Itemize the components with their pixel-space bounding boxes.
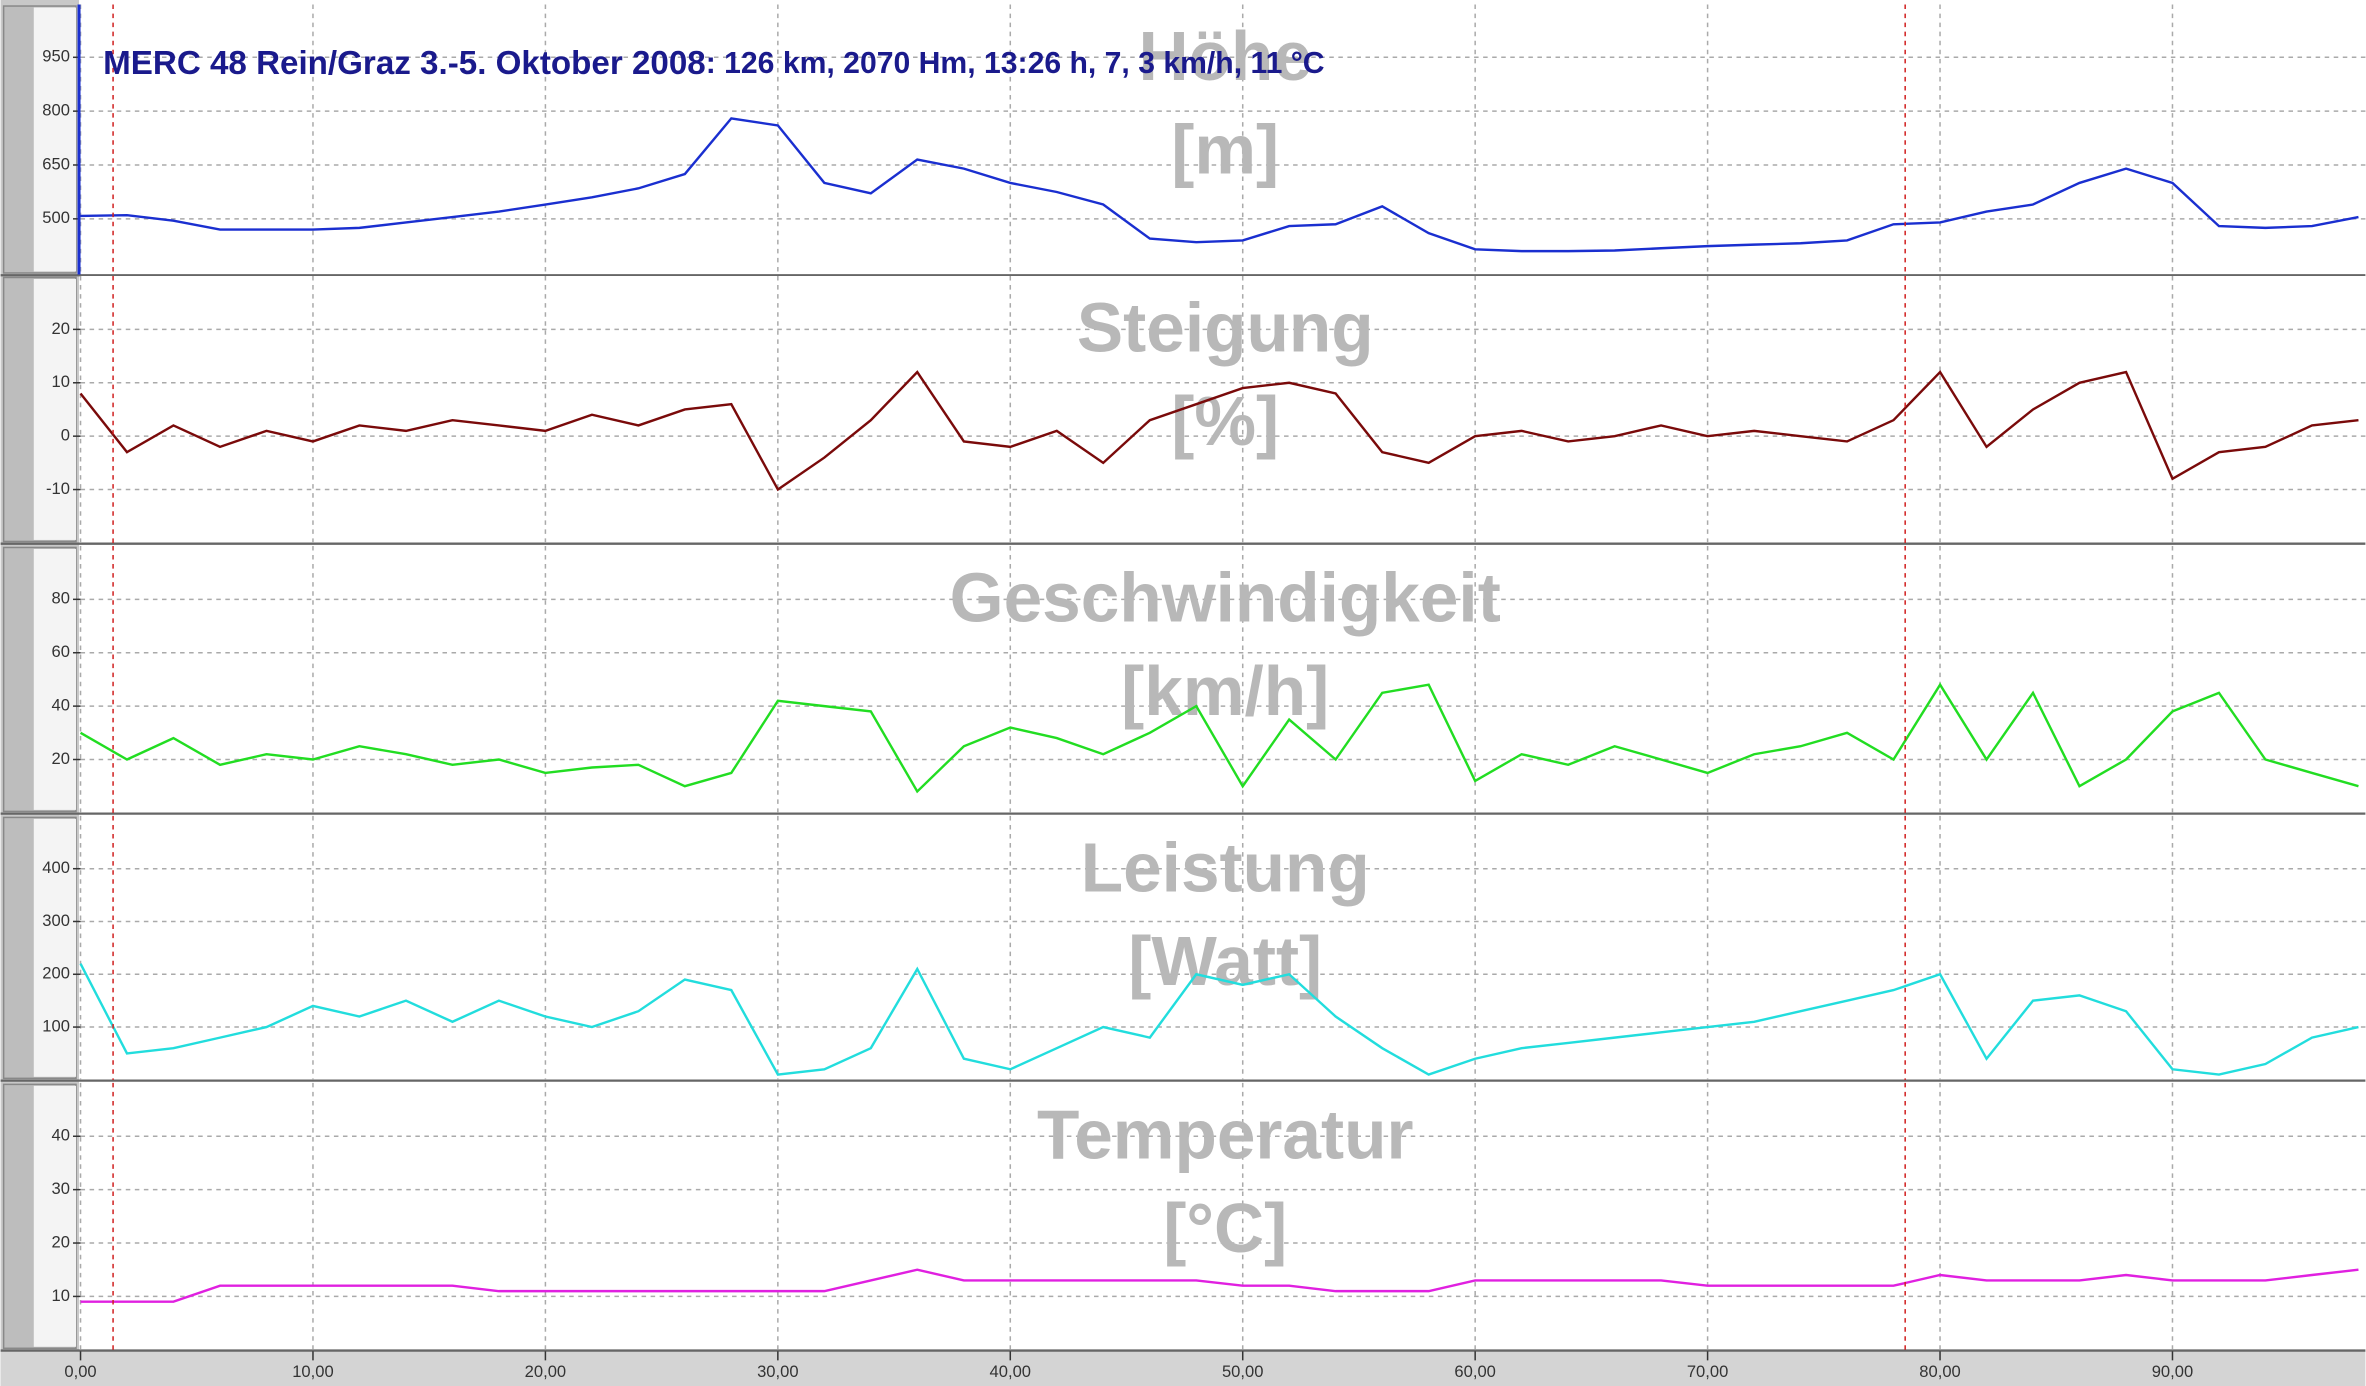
tick-box	[33, 548, 77, 810]
panel-title: Leistung	[1081, 829, 1370, 907]
tick-box	[33, 818, 77, 1077]
data-line	[80, 117, 2359, 253]
y-tick-label: -10	[46, 479, 70, 498]
x-tick-label: 20,00	[525, 1362, 567, 1381]
data-line	[79, 682, 2359, 794]
panel	[80, 1082, 2366, 1350]
y-tick-label: 20	[52, 749, 70, 768]
y-tick-label: 500	[42, 208, 70, 227]
title: MERC 48 Rein/Graz 3.-5. Oktober 2008	[103, 45, 706, 82]
stats: : 126 km, 2070 Hm, 13:26 h, 7, 3 km/h, 1…	[706, 47, 1325, 80]
y-tick-label: 60	[52, 642, 70, 661]
x-tick-label: 70,00	[1687, 1362, 1729, 1381]
y-tick-label: 30	[52, 1179, 70, 1198]
y-tick-label: 10	[52, 1286, 70, 1305]
panel-unit: [km/h]	[1121, 652, 1329, 730]
panel-title: Temperatur	[1037, 1095, 1413, 1173]
panel	[80, 4, 2366, 275]
y-tick-label: 80	[52, 589, 70, 608]
panel	[80, 545, 2366, 813]
panel	[80, 815, 2366, 1080]
chart-title: MERC 48 Rein/Graz 3.-5. Oktober 2008: 12…	[103, 45, 1324, 82]
y-tick-label: 10	[52, 372, 70, 391]
y-tick-label: 200	[42, 964, 70, 983]
tick-box	[33, 1085, 77, 1347]
data-line	[80, 1268, 2359, 1303]
x-tick-label: 0,00	[64, 1362, 96, 1381]
data-line	[79, 370, 2359, 492]
y-tick-label: 650	[42, 154, 70, 173]
y-tick-label: 0	[61, 426, 70, 445]
y-tick-label: 40	[52, 695, 70, 714]
y-tick-label: 300	[42, 911, 70, 930]
y-tick-label: 100	[42, 1016, 70, 1035]
panel	[80, 275, 2366, 543]
x-tick-label: 80,00	[1919, 1362, 1961, 1381]
x-tick-label: 10,00	[292, 1362, 334, 1381]
x-axis-band	[0, 1351, 2366, 1386]
x-tick-label: 50,00	[1222, 1362, 1264, 1381]
x-tick-label: 60,00	[1454, 1362, 1496, 1381]
panel-title: Höhe	[1139, 17, 1312, 95]
panel-unit: [°C]	[1163, 1189, 1287, 1267]
y-tick-label: 40	[52, 1126, 70, 1145]
y-tick-label: 20	[52, 1232, 70, 1251]
x-tick-label: 40,00	[990, 1362, 1032, 1381]
panel-unit: [Watt]	[1128, 922, 1322, 1000]
data-line	[79, 963, 2359, 1076]
y-tick-label: 950	[42, 47, 70, 66]
x-tick-label: 90,00	[2152, 1362, 2194, 1381]
y-tick-label: 800	[42, 101, 70, 120]
x-tick-label: 30,00	[757, 1362, 799, 1381]
y-tick-label: 400	[42, 858, 70, 877]
layer: 500650800950-100102020406080100200300400…	[42, 4, 2359, 1381]
tick-box	[33, 279, 77, 540]
panel-title: Geschwindigkeit	[950, 559, 1501, 637]
y-tick-label: 20	[52, 319, 70, 338]
tick-box	[33, 7, 77, 272]
panel-title: Steigung	[1077, 289, 1374, 367]
panel-unit: [m]	[1171, 111, 1279, 189]
